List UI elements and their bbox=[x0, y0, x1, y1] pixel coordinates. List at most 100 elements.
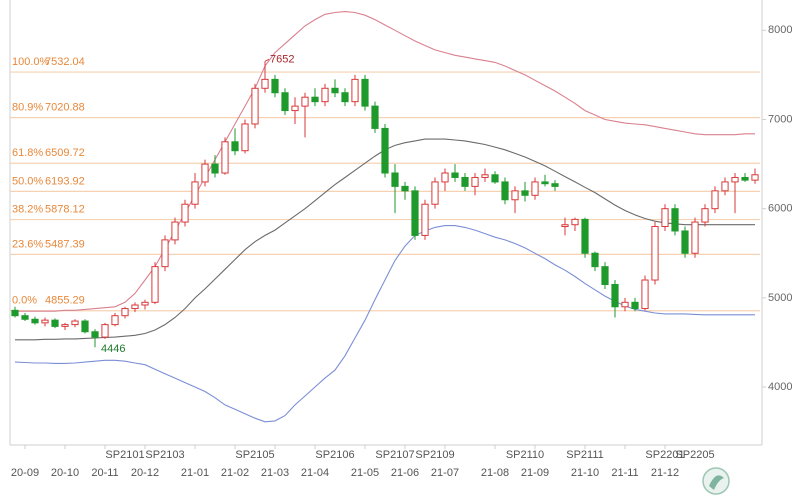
candle-body bbox=[511, 190, 519, 201]
candle-body bbox=[551, 183, 559, 187]
candle-body bbox=[591, 252, 599, 268]
fib-ratio: 50.0% bbox=[12, 175, 43, 187]
candle-body bbox=[321, 87, 329, 103]
fib-value: 6193.92 bbox=[45, 175, 85, 187]
candle-body bbox=[601, 266, 609, 285]
candle-body bbox=[281, 92, 289, 112]
fib-value: 5487.39 bbox=[45, 238, 85, 250]
candle-body bbox=[471, 176, 479, 187]
candle-body bbox=[751, 174, 759, 181]
candle-body bbox=[711, 190, 719, 210]
candle-body bbox=[241, 123, 249, 152]
fib-ratio: 38.2% bbox=[12, 203, 43, 215]
candle-body bbox=[251, 87, 259, 125]
candle-body bbox=[61, 324, 69, 327]
candle-body bbox=[161, 239, 169, 268]
candle-body bbox=[661, 208, 669, 228]
contract-label: SP2105 bbox=[235, 449, 274, 461]
candle-body bbox=[531, 181, 539, 196]
fib-value: 7020.88 bbox=[45, 102, 85, 114]
candle-body bbox=[451, 172, 459, 178]
x-tick-label: 20-11 bbox=[91, 467, 118, 479]
contract-label: SP2103 bbox=[145, 449, 184, 461]
candle-body bbox=[341, 92, 349, 103]
candle-body bbox=[351, 78, 359, 103]
x-tick-label: 21-11 bbox=[611, 467, 638, 479]
candle-body bbox=[401, 185, 409, 192]
candle-body bbox=[501, 181, 509, 201]
watermark-icon-leaf bbox=[709, 475, 724, 490]
candle-body bbox=[691, 221, 699, 254]
fib-ratio: 61.8% bbox=[12, 147, 43, 159]
high-pointer bbox=[264, 58, 270, 62]
y-tick-label: 4000 bbox=[768, 381, 792, 393]
candle-body bbox=[81, 320, 89, 333]
candles-layer bbox=[11, 61, 759, 348]
contract-label: SP2201 bbox=[645, 449, 684, 461]
candle-body bbox=[91, 331, 99, 338]
candle-body bbox=[721, 181, 729, 192]
candle-body bbox=[131, 304, 139, 310]
candle-body bbox=[41, 319, 49, 324]
candle-body bbox=[631, 301, 639, 310]
x-tick-label: 21-12 bbox=[651, 467, 679, 479]
fib-value: 4855.29 bbox=[45, 295, 85, 307]
fib-ratio: 23.6% bbox=[12, 238, 43, 250]
fib-ratio: 100.0% bbox=[12, 56, 50, 68]
candle-body bbox=[571, 218, 579, 226]
candle-body bbox=[201, 163, 209, 183]
candle-body bbox=[221, 141, 229, 174]
y-tick-label: 5000 bbox=[768, 292, 792, 304]
candle-body bbox=[621, 301, 629, 308]
candle-body bbox=[651, 226, 659, 281]
watermark bbox=[702, 467, 730, 495]
x-tick-label: 21-05 bbox=[351, 467, 379, 479]
candle-body bbox=[391, 172, 399, 187]
candle-body bbox=[701, 208, 709, 223]
candle-body bbox=[461, 176, 469, 187]
labels-layer: 4000 5000 6000 7000 8000 7652 4446 20-09 20-10 20… bbox=[11, 24, 793, 479]
fib-layer: 100.0%7532.04 80.9% 7020.88 61.8% 6509.72 50.… bbox=[10, 56, 760, 312]
candle-body bbox=[441, 172, 449, 183]
candle-body bbox=[141, 301, 149, 306]
y-tick-label: 8000 bbox=[768, 24, 792, 36]
bands-layer bbox=[14, 11, 755, 423]
contract-label: SP2205 bbox=[675, 449, 714, 461]
candle-body bbox=[291, 105, 299, 112]
candle-body bbox=[311, 96, 319, 103]
candle-body bbox=[121, 308, 129, 317]
x-tick-label: 20-09 bbox=[11, 467, 39, 479]
fib-ratio: 0.0% bbox=[12, 295, 37, 307]
contract-label: SP2106 bbox=[315, 449, 354, 461]
x-tick-label: 21-08 bbox=[481, 467, 509, 479]
contract-label: SP2110 bbox=[506, 449, 544, 461]
candle-body bbox=[421, 203, 429, 236]
candle-body bbox=[381, 127, 389, 174]
candle-body bbox=[151, 266, 159, 303]
x-tick-label: 21-01 bbox=[181, 467, 209, 479]
candle-body bbox=[581, 218, 589, 254]
candle-body bbox=[191, 181, 199, 205]
candle-body bbox=[181, 203, 189, 223]
candle-body bbox=[481, 174, 489, 178]
candle-body bbox=[361, 78, 369, 107]
x-tick-label: 21-10 bbox=[571, 467, 599, 479]
band-line bbox=[15, 11, 755, 312]
candle-body bbox=[11, 309, 19, 317]
candle-body bbox=[51, 319, 59, 327]
fib-ratio: 80.9% bbox=[12, 102, 43, 114]
candle-body bbox=[671, 208, 679, 232]
candle-body bbox=[331, 87, 339, 94]
fib-value: 7532.04 bbox=[45, 56, 85, 68]
contract-label: SP2109 bbox=[415, 449, 454, 461]
candle-body bbox=[411, 190, 419, 236]
candle-body bbox=[21, 315, 29, 320]
x-tick-label: 21-09 bbox=[521, 467, 549, 479]
candle-body bbox=[681, 230, 689, 254]
candle-body bbox=[641, 279, 649, 310]
candle-body bbox=[371, 105, 379, 129]
x-tick-label: 21-02 bbox=[221, 467, 249, 479]
candle-body bbox=[561, 224, 569, 228]
candle-body bbox=[741, 176, 749, 181]
